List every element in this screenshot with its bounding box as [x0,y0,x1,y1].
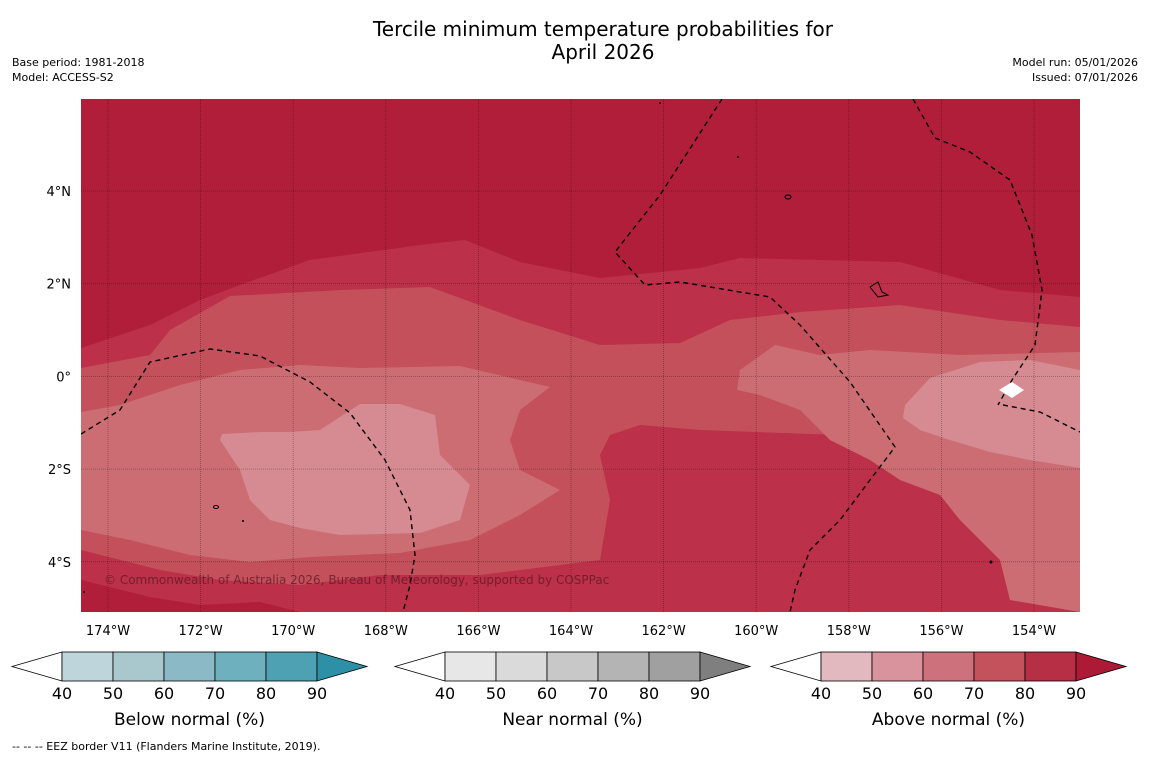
colorbar-segment [61,651,114,682]
colorbar-extend-high [1075,651,1128,682]
eez-border-far-east [912,99,1043,406]
probability-field [81,99,1080,612]
colorbar-tick: 60 [154,684,174,703]
colorbar-tick: 90 [690,684,710,703]
colorbar-segment [214,651,267,682]
lon-tick-label: 174°W [86,624,130,639]
base-period: Base period: 1981-2018 [12,56,145,69]
lon-tick-label: 154°W [1012,624,1056,639]
eez-border-east [614,99,896,612]
lat-tick-label: 0° [56,370,71,385]
island [659,102,661,104]
issued-date: Issued: 07/01/2026 [1031,71,1138,84]
lon-tick-label: 160°W [734,624,778,639]
colorbar-label: Above normal (%) [872,710,1025,730]
island [213,505,219,509]
colorbar-segment [922,651,975,682]
colorbar-segment [495,651,548,682]
colorbar-1: 40 50 60 70 80 90 Below normal (%) [10,651,369,730]
lon-axis: 174°W 172°W 170°W 168°W 166°W 164°W 162°W 160°W… [86,624,1056,639]
lat-tick-label: 4°S [48,556,71,571]
lat-tick-label: 2°N [47,278,72,293]
colorbar-tick: 40 [435,684,455,703]
colorbar-tick: 80 [639,684,659,703]
colorbar-segment [163,651,216,682]
colorbar-extend-low [10,651,63,682]
colorbar-segment [265,651,318,682]
colorbar-extend-high [699,651,752,682]
colorbar-extend-high [316,651,369,682]
colorbar-tick: 90 [1066,684,1086,703]
colorbar-tick: 60 [913,684,933,703]
colorbar-extend-low [393,651,446,682]
graticule [81,99,1080,612]
colorbar-tick: 40 [811,684,831,703]
colorbar-segment [112,651,165,682]
colorbar-tick: 40 [52,684,72,703]
colorbar-extend-low [769,651,822,682]
legends: 40 50 60 70 80 90 Below normal (%) 40 50 60 70 80 90… [10,651,1128,730]
lon-tick-label: 166°W [456,624,500,639]
colorbar-tick: 50 [103,684,123,703]
copyright: © Commonwealth of Australia 2026, Bureau… [104,573,609,587]
lon-tick-label: 168°W [364,624,408,639]
white-patch [999,382,1024,398]
colorbar-segment [820,651,873,682]
colorbar-tick: 80 [1015,684,1035,703]
colorbar-tick: 90 [307,684,327,703]
lon-tick-label: 172°W [179,624,223,639]
band-60 [81,345,1080,612]
island [784,194,792,200]
lon-tick-label: 170°W [271,624,315,639]
lon-tick-label: 162°W [642,624,686,639]
colorbar-segment [444,651,497,682]
lon-tick-label: 164°W [549,624,593,639]
band-50 [220,360,1080,535]
colorbar-segment [648,651,701,682]
colorbar-segment [546,651,599,682]
colorbar-tick: 70 [205,684,225,703]
map-title: Tercile minimum temperature probabilitie… [372,17,834,64]
colorbar-segment [597,651,650,682]
island [869,281,890,298]
eez-border-east-tail [1002,404,1080,433]
colorbar-segment [871,651,924,682]
island [242,520,244,522]
model-name: Model: ACCESS-S2 [12,71,114,84]
colorbar-3: 40 50 60 70 80 90 Above normal (%) [769,651,1128,730]
model-run: Model run: 05/01/2026 [1012,56,1138,69]
colorbar-label: Below normal (%) [114,710,265,730]
colorbar-tick: 70 [964,684,984,703]
lon-tick-label: 158°W [827,624,871,639]
colorbar-tick: 50 [862,684,882,703]
eez-credit: -- -- -- EEZ border V11 (Flanders Marine… [12,740,321,753]
island [737,156,739,158]
colorbar-tick: 60 [537,684,557,703]
colorbar-segment [1024,651,1077,682]
lon-tick-label: 156°W [919,624,963,639]
island [83,591,85,593]
colorbar-tick: 50 [486,684,506,703]
island [989,560,993,564]
lat-tick-label: 2°S [48,463,71,478]
eez-border-west [81,348,416,612]
colorbar-label: Near normal (%) [502,710,642,730]
colorbar-2: 40 50 60 70 80 90 Near normal (%) [393,651,752,730]
lat-tick-label: 4°N [47,185,72,200]
colorbar-tick: 70 [588,684,608,703]
colorbar-segment [973,651,1026,682]
lat-axis: 4°N 2°N 0° 2°S 4°S [47,185,72,571]
colorbar-tick: 80 [256,684,276,703]
